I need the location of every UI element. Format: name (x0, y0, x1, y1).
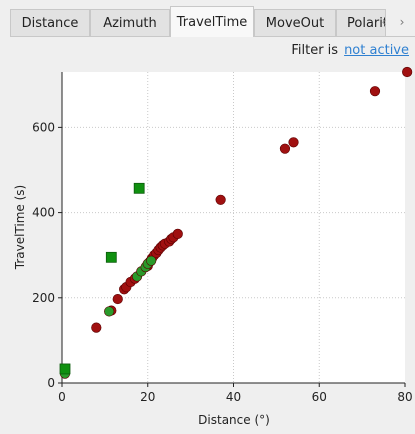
tab-scroll-right-icon[interactable]: › (399, 15, 405, 29)
data-point-circle (104, 306, 115, 317)
y-tick-label: 0 (47, 376, 55, 390)
data-point-circle (279, 143, 291, 154)
data-point-circle (91, 322, 102, 333)
tab-moveout[interactable]: MoveOut (254, 9, 336, 36)
traveltime-chart: 0 20 40 60 80 0 200 400 600 Distance (°) TravelT… (13, 66, 413, 427)
x-axis-label: Distance (°) (198, 413, 270, 427)
x-tick-label: 0 (58, 390, 66, 404)
tab-azimuth[interactable]: Azimuth (90, 9, 170, 36)
data-point-circle (172, 228, 183, 239)
data-point-circle (146, 255, 157, 266)
x-tick-label: 40 (226, 390, 241, 404)
data-point-circle (369, 86, 381, 97)
tab-polarity[interactable]: Polarity (336, 9, 386, 36)
data-point-square (105, 251, 117, 263)
data-point-circle (288, 137, 299, 148)
filter-status: Filter is not active (291, 41, 409, 59)
tab-distance[interactable]: Distance (10, 9, 90, 36)
data-point-circle (112, 293, 123, 305)
y-tick-label: 400 (32, 206, 55, 220)
filter-toggle-link[interactable]: not active (344, 42, 409, 58)
x-tick-label: 60 (312, 390, 327, 404)
y-tick-label: 200 (32, 291, 55, 305)
data-point-circle (402, 66, 413, 78)
tab-scroll-left-icon[interactable]: ‹ (381, 15, 387, 29)
x-tick-label: 20 (140, 390, 155, 404)
data-point-square (59, 363, 71, 375)
tab-traveltime[interactable]: TravelTime (170, 6, 254, 37)
y-axis-label: TravelTime (s) (13, 185, 27, 270)
data-points (59, 66, 413, 379)
ticks: 0 20 40 60 80 0 200 400 600 (32, 120, 413, 404)
data-point-circle (215, 194, 226, 205)
tab-bar: Distance Azimuth TravelTime MoveOut Pola… (10, 6, 415, 37)
data-point-square (133, 182, 145, 194)
filter-label: Filter is (291, 42, 339, 58)
y-tick-label: 600 (32, 120, 55, 134)
x-tick-label: 80 (397, 390, 412, 404)
